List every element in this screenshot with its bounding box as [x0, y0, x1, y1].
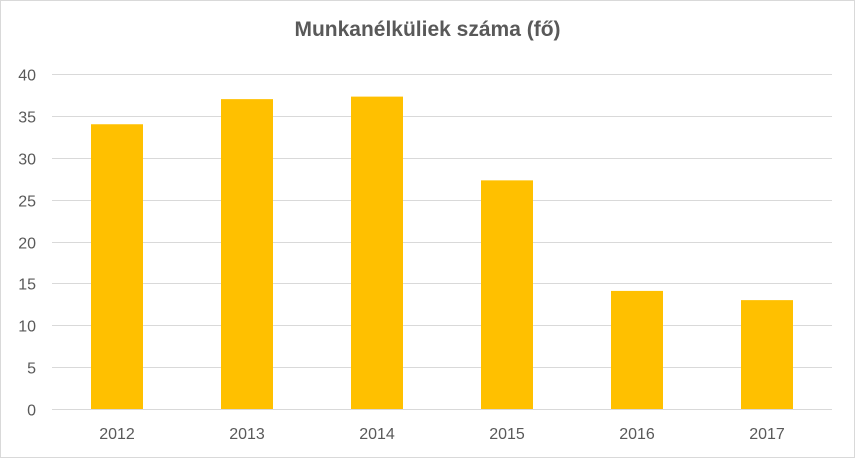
x-tick-label: 2013 — [229, 426, 265, 443]
y-tick-label: 0 — [27, 403, 36, 420]
gridlines — [52, 74, 832, 410]
y-tick-label: 40 — [18, 68, 36, 85]
y-tick-label: 30 — [18, 152, 36, 169]
bar-2012 — [91, 124, 143, 409]
x-tick-label: 2016 — [619, 426, 655, 443]
x-tick-label: 2014 — [359, 426, 395, 443]
y-tick-label: 20 — [18, 236, 36, 253]
y-tick-label: 5 — [27, 361, 36, 378]
y-tick-label: 10 — [18, 319, 36, 336]
chart-title: Munkanélküliek száma (fő) — [294, 18, 561, 41]
x-tick-label: 2015 — [489, 426, 525, 443]
x-tick-label: 2017 — [749, 426, 785, 443]
x-tick-label: 2012 — [99, 426, 135, 443]
bar-2014 — [351, 96, 403, 410]
y-tick-label: 15 — [18, 277, 36, 294]
bars — [91, 96, 793, 410]
y-tick-label: 35 — [18, 110, 36, 127]
y-tick-label: 25 — [18, 194, 36, 211]
bar-2017 — [741, 300, 793, 409]
bar-2016 — [611, 290, 663, 409]
y-axis-ticks: 0 5 10 15 20 25 30 35 40 — [18, 68, 36, 420]
bar-2013 — [221, 99, 273, 409]
bar-2015 — [481, 180, 533, 409]
x-axis-ticks: 2012 2013 2014 2015 2016 2017 — [99, 426, 785, 443]
